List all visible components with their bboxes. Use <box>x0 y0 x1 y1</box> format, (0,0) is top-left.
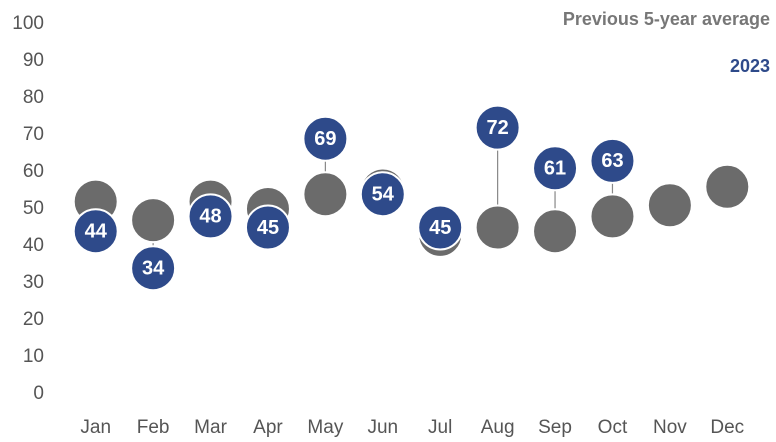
x-tick-label: May <box>307 417 343 438</box>
y-tick-label: 50 <box>23 198 44 219</box>
legend-entry: Previous 5-year average <box>563 9 770 29</box>
y-tick-label: 80 <box>23 87 44 108</box>
data-label: 48 <box>199 206 221 228</box>
dot <box>417 204 464 251</box>
data-label: 63 <box>601 150 623 172</box>
y-tick-label: 100 <box>12 13 44 34</box>
x-tick-label: Nov <box>653 417 687 438</box>
data-label: 61 <box>544 158 566 180</box>
dot <box>130 245 177 292</box>
dot <box>244 204 291 251</box>
y-tick-label: 30 <box>23 272 44 293</box>
x-tick-label: Oct <box>598 417 628 438</box>
y-tick-label: 70 <box>23 124 44 145</box>
data-label: 69 <box>314 128 336 150</box>
y-tick-label: 90 <box>23 50 44 71</box>
dot <box>359 171 406 218</box>
data-label: 45 <box>257 217 279 239</box>
dot <box>589 193 636 240</box>
dot <box>72 208 119 255</box>
y-tick-label: 0 <box>33 383 44 404</box>
dot <box>187 193 234 240</box>
dot <box>474 104 521 151</box>
data-label: 34 <box>142 257 165 279</box>
y-tick-label: 20 <box>23 309 44 330</box>
y-tick-label: 40 <box>23 235 44 256</box>
dot <box>302 171 349 218</box>
data-label: 54 <box>372 183 395 205</box>
x-tick-label: Dec <box>710 417 744 438</box>
dot <box>589 137 636 184</box>
x-tick-label: Mar <box>194 417 227 438</box>
dot <box>646 182 693 229</box>
x-tick-label: Apr <box>253 417 283 438</box>
x-tick-label: Feb <box>137 417 170 438</box>
y-tick-label: 10 <box>23 346 44 367</box>
x-tick-label: Sep <box>538 417 572 438</box>
dot <box>302 115 349 162</box>
data-label: 72 <box>487 117 509 139</box>
x-tick-label: Aug <box>481 417 515 438</box>
data-label: 45 <box>429 217 451 239</box>
dot <box>474 204 521 251</box>
y-tick-label: 60 <box>23 161 44 182</box>
x-tick-label: Jun <box>367 417 398 438</box>
legend-entry: 2023 <box>730 56 770 76</box>
data-label: 44 <box>85 220 108 242</box>
dot <box>532 145 579 192</box>
x-tick-label: Jul <box>428 417 452 438</box>
dot <box>532 208 579 255</box>
dot <box>704 163 751 210</box>
x-tick-label: Jan <box>80 417 111 438</box>
dot <box>130 197 177 244</box>
